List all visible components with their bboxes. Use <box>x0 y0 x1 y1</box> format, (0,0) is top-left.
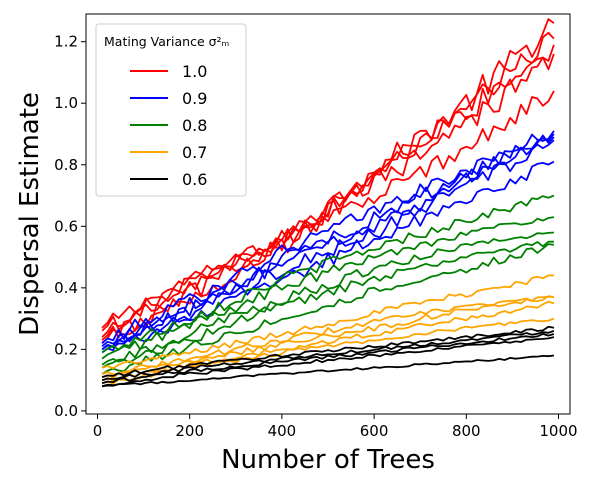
y-tick-label: 0.0 <box>54 402 78 420</box>
y-tick-label: 0.6 <box>54 217 78 235</box>
ticks-layer: 0 200 400 600 800 1000 0.0 0.2 0.4 0.6 0.8 1.0 1.2 <box>54 33 577 440</box>
x-tick-label: 800 <box>452 422 481 440</box>
x-tick-label: 0 <box>93 422 103 440</box>
legend-label-1-0: 1.0 <box>182 62 207 81</box>
y-tick-label: 0.8 <box>54 156 78 174</box>
series-line-0-9-run-5 <box>101 160 555 354</box>
series-line-0-7-run-2 <box>101 295 554 376</box>
series-line-0-9-run-1 <box>101 130 555 344</box>
legend: Mating Variance σ²ₘ 1.0 0.9 0.8 0.7 0.6 <box>95 23 247 197</box>
legend-label-0-7: 0.7 <box>182 143 207 162</box>
series-line-0-6-run-2 <box>101 330 555 382</box>
x-tick-label: 600 <box>360 422 389 440</box>
series-line-1-0-run-3 <box>101 44 555 338</box>
series-line-0-8-run-2 <box>101 216 555 360</box>
series-line-0-8-run-1 <box>101 194 555 354</box>
legend-entries: 1.0 0.9 0.8 0.7 0.6 <box>130 62 207 189</box>
legend-label-0-8: 0.8 <box>182 116 207 135</box>
y-tick-label: 1.0 <box>54 94 78 112</box>
x-tick-label: 400 <box>268 422 297 440</box>
series-line-0-6-run-5 <box>101 354 555 388</box>
series-line-0-9-run-2 <box>101 133 555 347</box>
x-tick-label: 200 <box>175 422 204 440</box>
y-axis-title: Dispersal Estimate <box>15 92 45 336</box>
legend-label-0-6: 0.6 <box>182 170 207 189</box>
series-line-1-0-run-1 <box>101 18 555 329</box>
x-tick-label: 1000 <box>539 422 577 440</box>
series-line-0-7-run-1 <box>101 274 554 370</box>
series-layer <box>101 18 555 388</box>
y-tick-label: 1.2 <box>54 33 78 51</box>
series-line-0-8-run-5 <box>101 243 555 375</box>
y-tick-label: 0.4 <box>54 279 78 297</box>
legend-box <box>95 23 247 197</box>
legend-label-0-9: 0.9 <box>182 89 207 108</box>
series-line-0-7-run-3 <box>101 295 555 379</box>
series-line-0-8-run-4 <box>101 240 554 369</box>
x-axis-title: Number of Trees <box>221 445 435 475</box>
series-line-0-6-run-3 <box>101 333 555 385</box>
series-line-1-0-run-2 <box>101 31 555 332</box>
y-tick-label: 0.2 <box>54 340 78 358</box>
series-line-1-0-run-4 <box>101 53 555 341</box>
series-line-0-6-run-4 <box>101 336 555 388</box>
legend-title: Mating Variance σ²ₘ <box>104 34 229 49</box>
plot-frame <box>85 13 571 415</box>
series-line-0-6-run-1 <box>101 325 555 378</box>
